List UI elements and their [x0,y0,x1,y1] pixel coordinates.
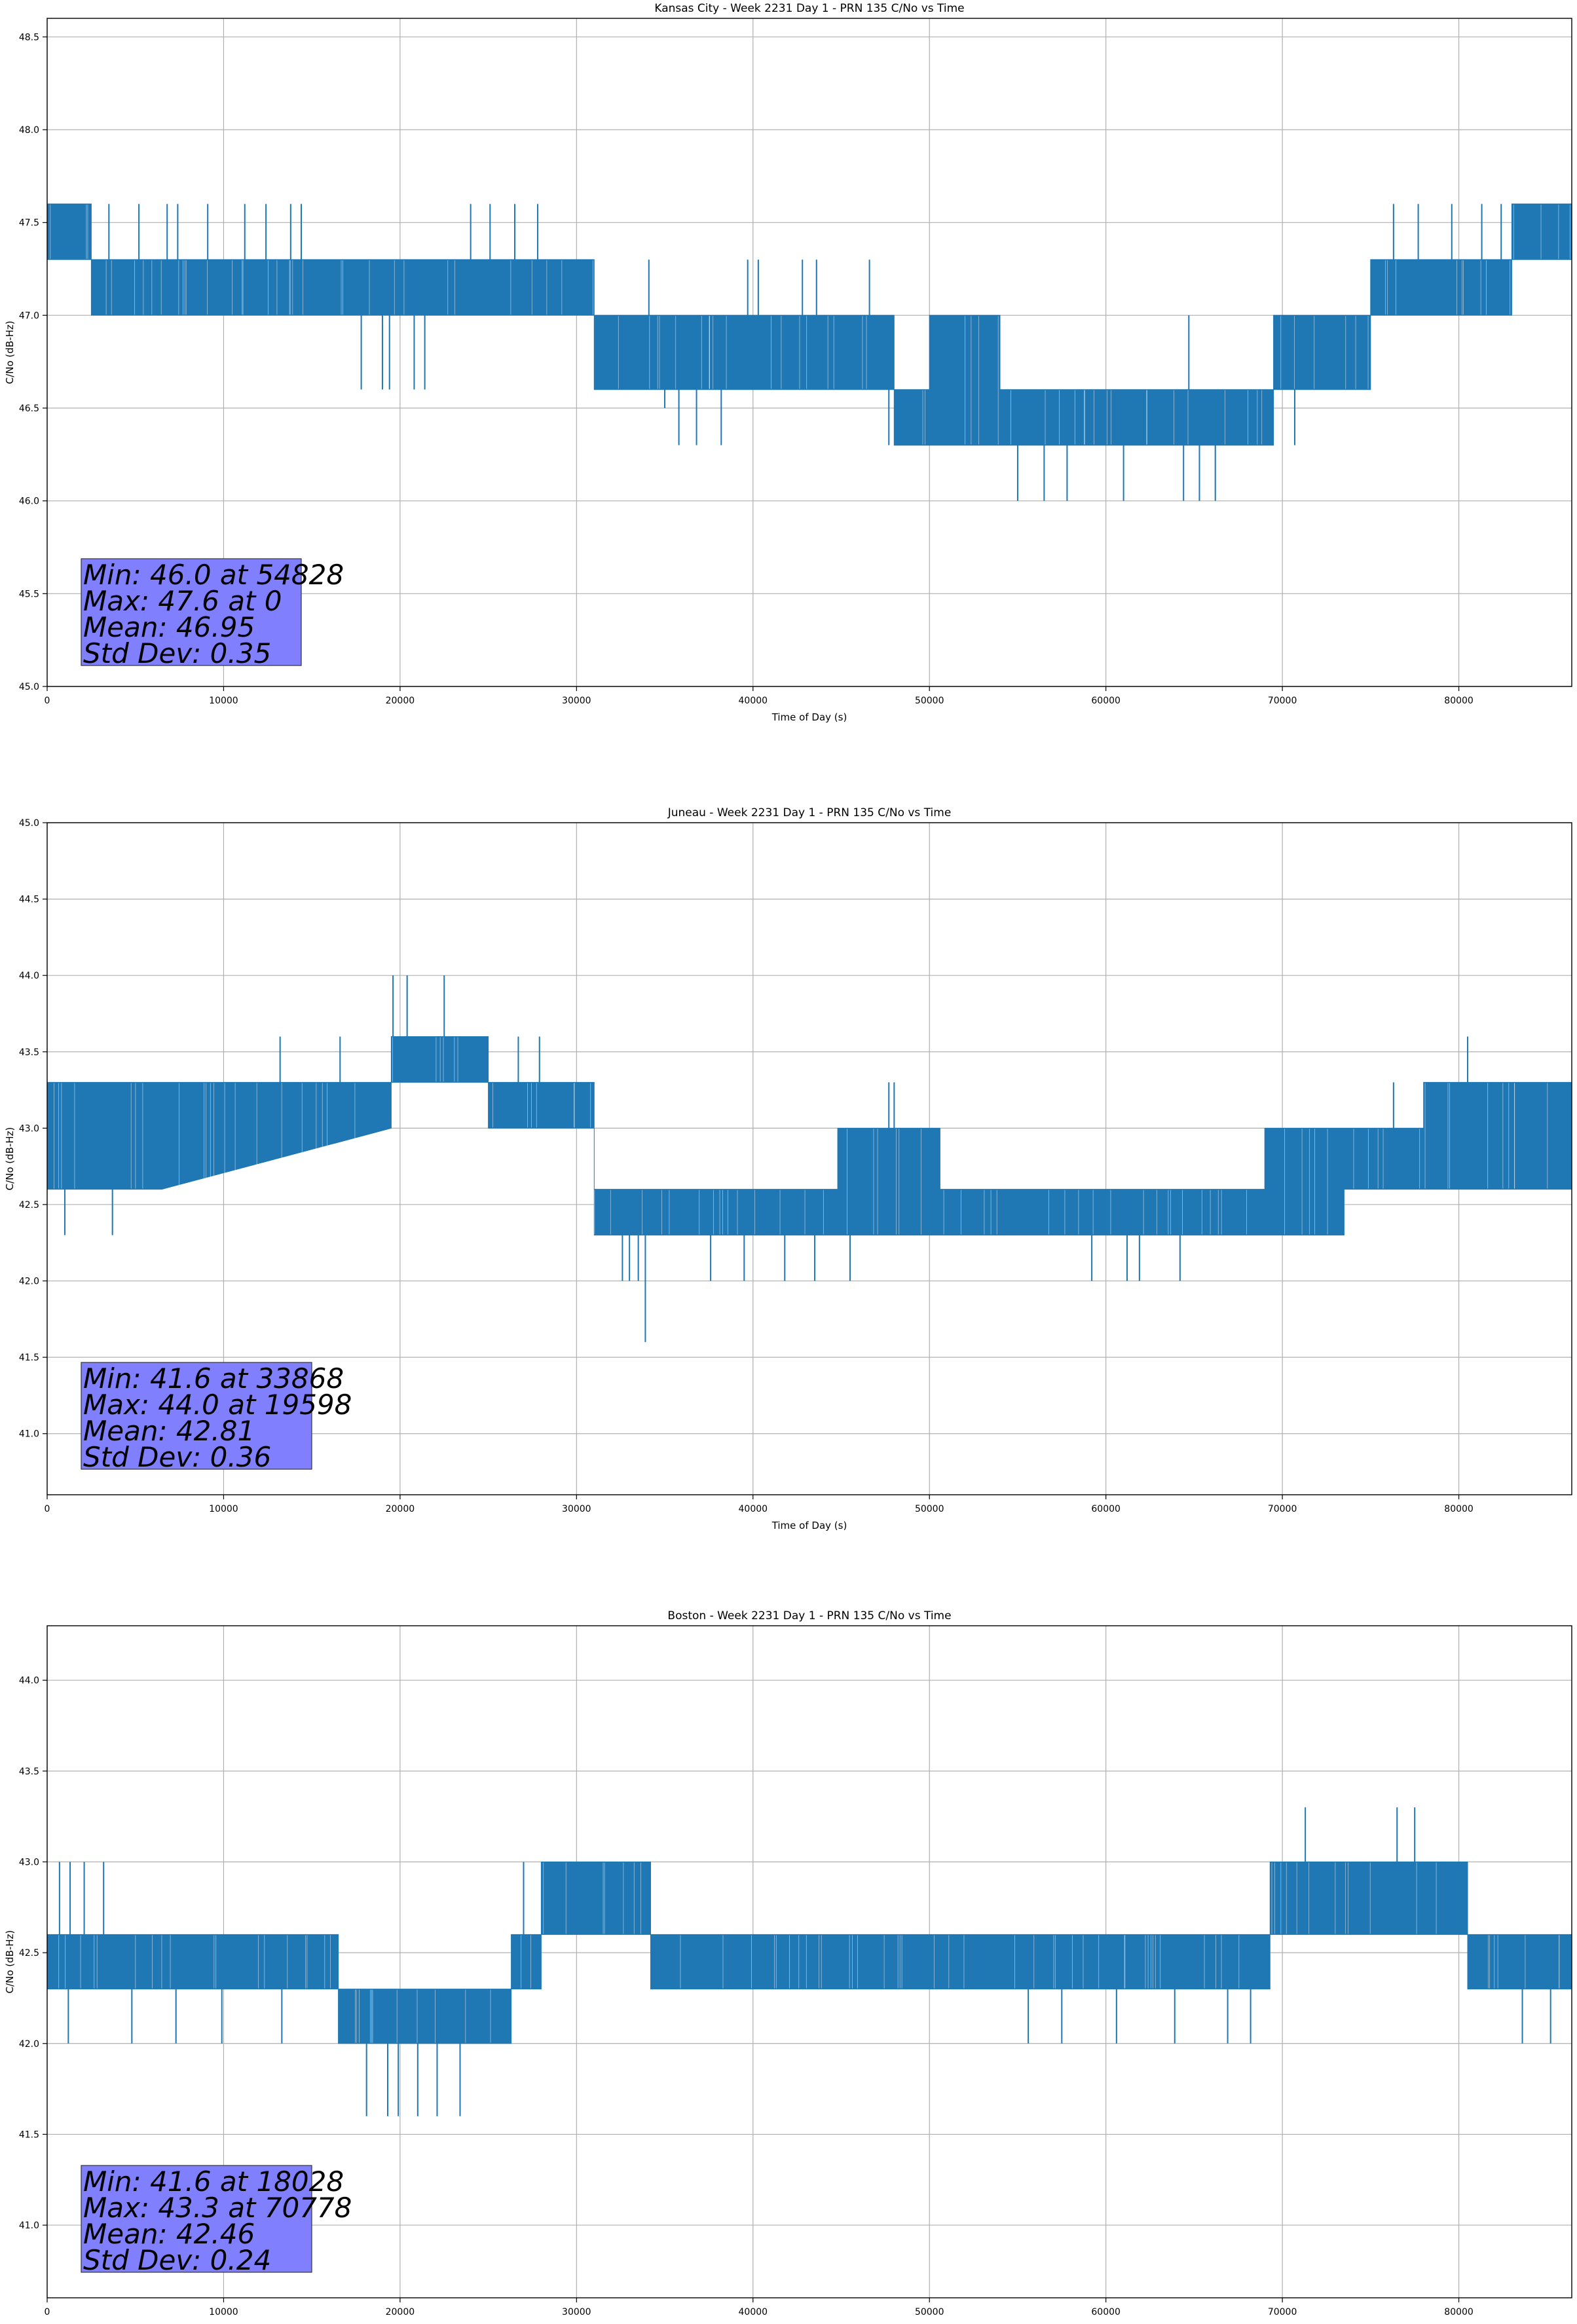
x-axis-label: Time of Day (s) [771,711,847,723]
x-tick-label: 80000 [1444,696,1474,706]
y-tick-label: 42.5 [19,1948,39,1959]
y-tick-label: 41.5 [19,1353,39,1363]
y-tick-label: 44.0 [19,971,39,981]
x-tick-label: 30000 [562,696,591,706]
plot-frame [46,18,1572,687]
x-tick-label: 40000 [739,696,768,706]
x-tick-label: 60000 [1091,2307,1121,2317]
stats-box [81,2165,312,2273]
x-tick-label: 30000 [562,2307,591,2317]
y-tick-label: 41.5 [19,2129,39,2140]
y-tick-label: 43.0 [19,1857,39,1867]
y-tick-label: 45.5 [19,589,39,599]
x-tick-label: 10000 [209,2307,238,2317]
x-tick-label: 70000 [1268,2307,1297,2317]
stats-line: Std Dev: 0.24 [83,2244,271,2276]
stats-box [81,1362,312,1470]
y-tick-label: 47.5 [19,218,39,229]
data-layer [47,1807,1572,2116]
stats-line: Min: 41.6 at 18028 [83,2165,344,2198]
stats-line: Mean: 42.46 [83,2218,255,2250]
x-tick-label: 20000 [386,1504,415,1514]
x-tick-label: 40000 [739,2307,768,2317]
y-tick-label: 43.0 [19,1123,39,1134]
x-tick-label: 50000 [915,2307,944,2317]
chart-title: Boston - Week 2231 Day 1 - PRN 135 C/No … [667,1609,951,1622]
y-tick-label: 46.0 [19,497,39,507]
cno-series-band [47,203,1572,446]
y-tick-label: 42.0 [19,1277,39,1287]
y-axis-label: C/No (dB-Hz) [4,1930,16,1994]
stats-line: Max: 43.3 at 70778 [83,2192,352,2224]
x-tick-label: 60000 [1091,1504,1121,1514]
y-tick-label: 47.0 [19,310,39,321]
y-tick-label: 43.5 [19,1767,39,1777]
y-tick-label: 44.5 [19,895,39,905]
x-tick-label: 0 [45,696,50,706]
stats-line: Mean: 46.95 [83,611,255,643]
chart-panel-2: 0 10000 20000 30000 40000 50000 60000 70000 8000… [4,806,1572,1531]
plot-frame [46,822,1572,1495]
x-tick-label: 50000 [915,1504,944,1514]
x-tick-label: 10000 [209,696,238,706]
x-tick-label: 0 [45,2307,50,2317]
x-tick-label: 70000 [1268,1504,1297,1514]
y-tick-label: 48.5 [19,32,39,43]
x-tick-label: 60000 [1091,696,1121,706]
data-layer [47,975,1572,1342]
y-tick-label: 43.5 [19,1047,39,1058]
y-tick-label: 46.5 [19,403,39,414]
x-tick-label: 0 [45,1504,50,1514]
x-tick-label: 10000 [209,1504,238,1514]
y-tick-label: 42.0 [19,2039,39,2050]
cno-series-band [47,1036,1572,1236]
y-tick-label: 42.5 [19,1200,39,1210]
stats-line: Mean: 42.81 [83,1415,255,1447]
x-tick-label: 20000 [386,696,415,706]
data-layer [47,203,1572,501]
y-tick-label: 45.0 [19,818,39,829]
x-tick-label: 40000 [739,1504,768,1514]
chart-title: Kansas City - Week 2231 Day 1 - PRN 135 … [654,2,964,15]
x-tick-label: 80000 [1444,2307,1474,2317]
stats-line: Max: 44.0 at 19598 [83,1389,352,1421]
stats-line: Std Dev: 0.35 [83,637,271,669]
plot-frame [46,1625,1572,2298]
y-tick-label: 48.0 [19,125,39,136]
stats-line: Max: 47.6 at 0 [83,585,282,617]
y-tick-label: 45.0 [19,682,39,692]
y-axis-label: C/No (dB-Hz) [4,321,16,384]
stats-box [81,558,302,666]
cno-series-band [47,1862,1572,2044]
stats-line: Min: 46.0 at 54828 [83,559,344,591]
y-tick-label: 41.0 [19,2221,39,2231]
stats-line: Min: 41.6 at 33868 [83,1362,344,1395]
stats-line: Std Dev: 0.36 [83,1441,271,1473]
y-tick-label: 44.0 [19,1676,39,1686]
x-tick-label: 70000 [1268,696,1297,706]
x-tick-label: 50000 [915,696,944,706]
chart-panel-1: 0 10000 20000 30000 40000 50000 60000 70000 8000… [4,2,1572,723]
chart-title: Juneau - Week 2231 Day 1 - PRN 135 C/No … [667,806,952,819]
chart-panel-3: 0 10000 20000 30000 40000 50000 60000 70000 8000… [4,1609,1572,2324]
x-axis-label: Time of Day (s) [771,2323,847,2324]
x-tick-label: 20000 [386,2307,415,2317]
x-axis-label: Time of Day (s) [771,1520,847,1531]
y-tick-label: 41.0 [19,1429,39,1440]
y-axis-label: C/No (dB-Hz) [4,1127,16,1191]
x-tick-label: 30000 [562,1504,591,1514]
x-tick-label: 80000 [1444,1504,1474,1514]
